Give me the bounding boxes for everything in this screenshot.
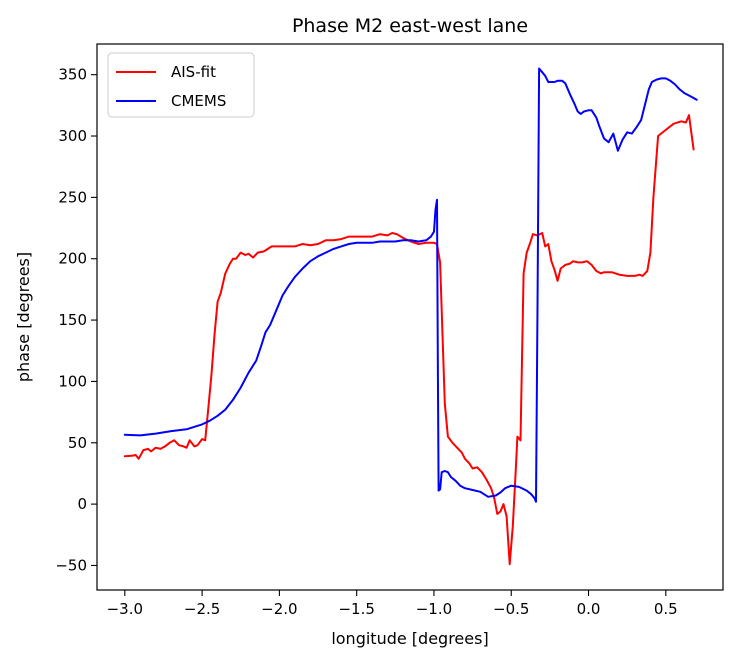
x-tick-label: −3.0: [107, 600, 143, 618]
y-tick-label: 250: [58, 188, 87, 206]
y-tick-label: 0: [77, 495, 87, 513]
x-tick-label: −2.0: [261, 600, 297, 618]
x-tick-label: −1.5: [338, 600, 374, 618]
legend: AIS-fit CMEMS: [107, 52, 255, 118]
y-axis-label: phase [degrees]: [14, 252, 33, 382]
series-line-cmems: [123, 67, 698, 503]
legend-label: AIS-fit: [171, 63, 216, 81]
y-tick-label: 50: [68, 434, 87, 452]
x-tick-label: −0.5: [493, 600, 529, 618]
y-axis: −50 0 50 100 150 200 250 300 350: [55, 66, 97, 574]
x-tick-label: −1.0: [416, 600, 452, 618]
x-tick-label: 0.5: [654, 600, 678, 618]
y-tick-label: 350: [58, 66, 87, 84]
chart-title: Phase M2 east-west lane: [292, 15, 528, 37]
y-tick-label: 300: [58, 127, 87, 145]
y-tick-label: 150: [58, 311, 87, 329]
y-tick-label: −50: [55, 556, 87, 574]
series-line-ais-fit: [123, 114, 695, 566]
y-tick-label: 100: [58, 372, 87, 390]
y-tick-label: 200: [58, 250, 87, 268]
series-layer: [123, 67, 698, 566]
plot-frame: [96, 43, 724, 591]
plot-area: [97, 44, 723, 590]
x-tick-label: 0.0: [577, 600, 601, 618]
x-axis: −3.0 −2.5 −2.0 −1.5 −1.0 −0.5 0.0 0.5: [107, 590, 678, 618]
x-axis-label: longitude [degrees]: [331, 629, 488, 648]
legend-label: CMEMS: [171, 92, 226, 110]
x-tick-label: −2.5: [184, 600, 220, 618]
